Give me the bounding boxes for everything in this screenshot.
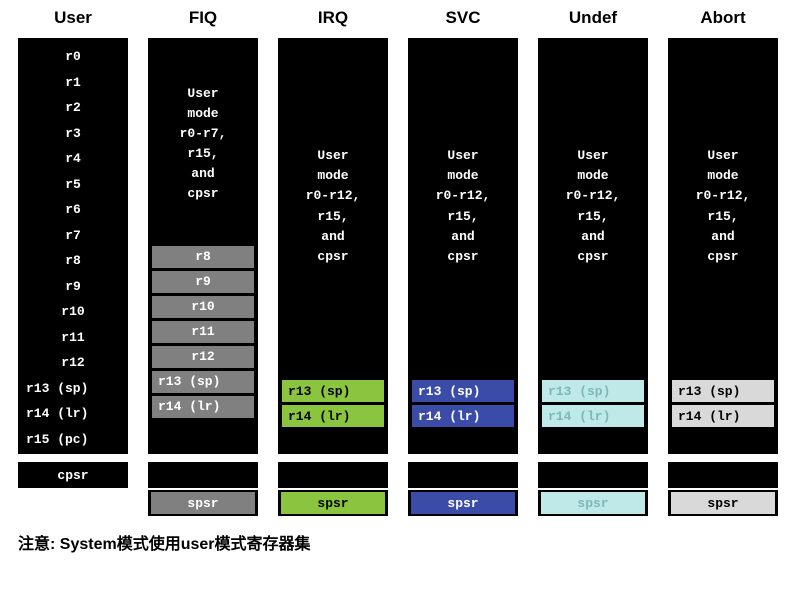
fiq-spsr-wrap: spsr (148, 490, 258, 516)
undef-main: User mode r0-r12, r15, and cpsr r13 (sp)… (538, 38, 648, 454)
irq-main: User mode r0-r12, r15, and cpsr r13 (sp)… (278, 38, 388, 454)
undef-cpsr (538, 462, 648, 488)
reg-r4: r4 (18, 146, 128, 172)
irq-spsr-wrap: spsr (278, 490, 388, 516)
irq-shared: User mode r0-r12, r15, and cpsr (278, 44, 388, 369)
fiq-main: User mode r0-r7, r15, and cpsr r8 r9 r10… (148, 38, 258, 454)
svc-r13: r13 (sp) (411, 379, 515, 403)
reg-r1: r1 (18, 70, 128, 96)
header-irq: IRQ (278, 8, 388, 28)
irq-cpsr (278, 462, 388, 488)
fiq-r12: r12 (151, 345, 255, 369)
abort-spsr-wrap: spsr (668, 490, 778, 516)
header-user: User (18, 8, 128, 28)
col-svc: User mode r0-r12, r15, and cpsr r13 (sp)… (408, 38, 518, 516)
arm-register-diagram: User FIQ IRQ SVC Undef Abort r0 r1 r2 r3… (0, 0, 806, 562)
header-undef: Undef (538, 8, 648, 28)
reg-r15: r15 (pc) (18, 427, 128, 453)
fiq-r9: r9 (151, 270, 255, 294)
fiq-r8: r8 (151, 245, 255, 269)
reg-r9: r9 (18, 274, 128, 300)
svc-spsr-wrap: spsr (408, 490, 518, 516)
header-fiq: FIQ (148, 8, 258, 28)
col-abort: User mode r0-r12, r15, and cpsr r13 (sp)… (668, 38, 778, 516)
abort-cpsr (668, 462, 778, 488)
fiq-r14: r14 (lr) (151, 395, 255, 419)
footnote: 注意: System模式使用user模式寄存器集 (18, 530, 788, 554)
fiq-r10: r10 (151, 295, 255, 319)
abort-r14: r14 (lr) (671, 404, 775, 428)
user-main: r0 r1 r2 r3 r4 r5 r6 r7 r8 r9 r10 r11 r1… (18, 38, 128, 454)
undef-spsr: spsr (541, 492, 645, 514)
reg-r13: r13 (sp) (18, 376, 128, 402)
undef-shared: User mode r0-r12, r15, and cpsr (538, 44, 648, 369)
header-abort: Abort (668, 8, 778, 28)
abort-spsr: spsr (671, 492, 775, 514)
reg-r3: r3 (18, 121, 128, 147)
reg-r6: r6 (18, 197, 128, 223)
irq-spsr: spsr (281, 492, 385, 514)
col-irq: User mode r0-r12, r15, and cpsr r13 (sp)… (278, 38, 388, 516)
reg-r7: r7 (18, 223, 128, 249)
register-columns: r0 r1 r2 r3 r4 r5 r6 r7 r8 r9 r10 r11 r1… (18, 38, 788, 516)
undef-r14: r14 (lr) (541, 404, 645, 428)
reg-r11: r11 (18, 325, 128, 351)
reg-r10: r10 (18, 299, 128, 325)
abort-r13: r13 (sp) (671, 379, 775, 403)
reg-r2: r2 (18, 95, 128, 121)
fiq-r13: r13 (sp) (151, 370, 255, 394)
reg-r14: r14 (lr) (18, 401, 128, 427)
abort-shared: User mode r0-r12, r15, and cpsr (668, 44, 778, 369)
reg-r5: r5 (18, 172, 128, 198)
undef-r13: r13 (sp) (541, 379, 645, 403)
fiq-spsr: spsr (151, 492, 255, 514)
fiq-shared: User mode r0-r7, r15, and cpsr (148, 44, 258, 244)
header-svc: SVC (408, 8, 518, 28)
irq-r14: r14 (lr) (281, 404, 385, 428)
mode-headers: User FIQ IRQ SVC Undef Abort (18, 8, 788, 28)
reg-r12: r12 (18, 350, 128, 376)
fiq-cpsr (148, 462, 258, 488)
irq-r13: r13 (sp) (281, 379, 385, 403)
svc-shared: User mode r0-r12, r15, and cpsr (408, 44, 518, 369)
user-cpsr: cpsr (18, 462, 128, 488)
svc-spsr: spsr (411, 492, 515, 514)
abort-main: User mode r0-r12, r15, and cpsr r13 (sp)… (668, 38, 778, 454)
col-undef: User mode r0-r12, r15, and cpsr r13 (sp)… (538, 38, 648, 516)
svc-main: User mode r0-r12, r15, and cpsr r13 (sp)… (408, 38, 518, 454)
col-user: r0 r1 r2 r3 r4 r5 r6 r7 r8 r9 r10 r11 r1… (18, 38, 128, 516)
reg-r0: r0 (18, 44, 128, 70)
col-fiq: User mode r0-r7, r15, and cpsr r8 r9 r10… (148, 38, 258, 516)
undef-spsr-wrap: spsr (538, 490, 648, 516)
svc-cpsr (408, 462, 518, 488)
reg-r8: r8 (18, 248, 128, 274)
svc-r14: r14 (lr) (411, 404, 515, 428)
fiq-r11: r11 (151, 320, 255, 344)
